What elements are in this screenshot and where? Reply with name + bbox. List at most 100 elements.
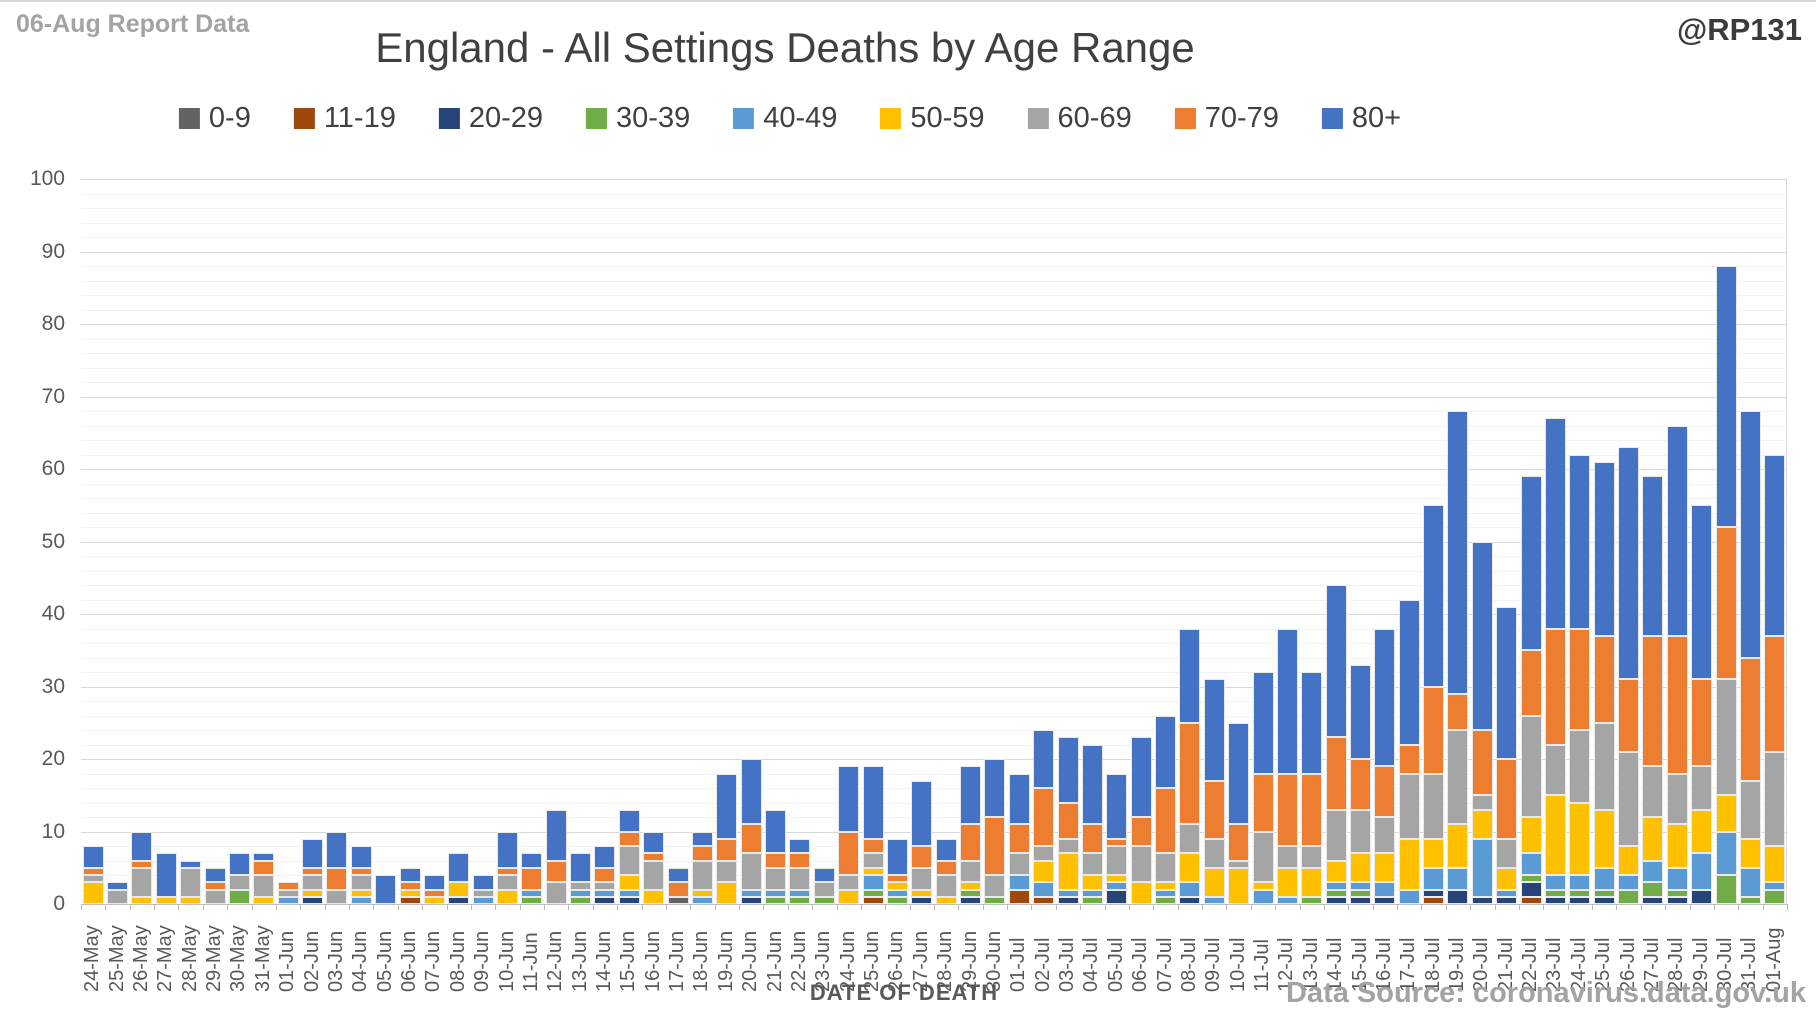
- bar-segment-25-Jul-40-49: [1594, 867, 1615, 890]
- bar-segment-06-Jun-80+: [400, 867, 421, 883]
- bar-segment-03-Jul-50-59: [1058, 853, 1079, 890]
- bar-segment-27-Jul-40-49: [1642, 860, 1663, 883]
- minor-gridline-42: [81, 599, 1787, 601]
- x-axis-tickmark: [1275, 904, 1276, 910]
- minor-gridline-92: [81, 237, 1787, 238]
- bar-segment-09-Jun-80+: [473, 875, 494, 890]
- bar-segment-23-Jun-60-69: [814, 882, 835, 897]
- minor-gridline-54: [81, 512, 1787, 514]
- bar-segment-01-Aug-50-59: [1764, 846, 1785, 883]
- bar-segment-29-Jun-50-59: [960, 882, 981, 890]
- x-axis-tickmark: [910, 904, 911, 910]
- bar-segment-23-Jul-60-69: [1545, 744, 1566, 796]
- minor-gridline-66: [81, 425, 1787, 427]
- x-axis-label-27-May: 27-May: [154, 925, 177, 992]
- minor-gridline-26: [81, 715, 1787, 717]
- bar-segment-25-May-60-69: [107, 889, 128, 904]
- bar-segment-10-Jun-60-69: [497, 875, 518, 890]
- minor-gridline-58: [81, 483, 1787, 485]
- bar-segment-20-Jun-60-69: [741, 853, 762, 890]
- x-axis-label-03-Jun: 03-Jun: [324, 930, 347, 992]
- bar-segment-25-Jun-70-79: [863, 838, 884, 854]
- minor-gridline-68: [81, 411, 1787, 412]
- bar-segment-23-Jun-80+: [814, 867, 835, 883]
- bar-segment-02-Jun-70-79: [302, 867, 323, 875]
- legend-swatch-icon: [1174, 108, 1196, 129]
- bar-segment-10-Jun-80+: [497, 831, 518, 868]
- bar-segment-31-Jul-70-79: [1740, 657, 1761, 781]
- bar-segment-21-Jul-20-29: [1496, 896, 1517, 904]
- bar-segment-22-Jun-60-69: [789, 867, 810, 890]
- x-axis-label-01-Jul: 01-Jul: [1007, 937, 1030, 992]
- x-axis-tickmark: [1641, 904, 1642, 910]
- bar-segment-23-Jul-20-29: [1545, 896, 1566, 904]
- minor-gridline-36: [81, 643, 1787, 644]
- minor-gridline-62: [81, 454, 1787, 456]
- x-axis-tickmark: [373, 904, 374, 910]
- minor-gridline-2: [81, 889, 1787, 891]
- bar-segment-05-Jul-20-29: [1106, 889, 1127, 904]
- bar-segment-23-Jul-50-59: [1545, 795, 1566, 875]
- y-axis-label-10: 10: [41, 819, 65, 843]
- minor-gridline-46: [81, 570, 1787, 572]
- bar-segment-03-Jun-60-69: [326, 889, 347, 904]
- x-axis-tickmark: [934, 904, 935, 910]
- x-axis-label-09-Jun: 09-Jun: [471, 930, 494, 992]
- bar-segment-02-Jul-50-59: [1033, 860, 1054, 883]
- bar-segment-01-Jul-60-69: [1009, 853, 1030, 875]
- minor-gridline-28: [81, 701, 1787, 702]
- bar-segment-04-Jul-80+: [1082, 744, 1103, 825]
- x-axis-tickmark: [1226, 904, 1227, 910]
- bar-segment-24-Jul-20-29: [1569, 896, 1590, 904]
- bar-segment-20-Jun-70-79: [741, 824, 762, 854]
- bar-segment-31-Jul-60-69: [1740, 780, 1761, 839]
- chart-legend: 0-9 11-19 20-29 30-39 40-49 50-59 60-69 70-79 80…: [178, 102, 1401, 135]
- bar-segment-20-Jun-20-29: [741, 896, 762, 904]
- bar-segment-31-Jul-40-49: [1740, 867, 1761, 897]
- x-axis-tickmark: [1397, 904, 1398, 910]
- bar-segment-09-Jul-80+: [1204, 679, 1225, 781]
- bar-segment-12-Jul-40-49: [1277, 896, 1298, 904]
- bar-segment-29-Jul-50-59: [1691, 809, 1712, 854]
- minor-gridline-12: [81, 817, 1787, 818]
- bar-segment-05-Jul-50-59: [1106, 875, 1127, 883]
- bar-segment-06-Jun-70-79: [400, 882, 421, 890]
- legend-item-30-39: 30-39: [586, 102, 690, 135]
- bar-segment-14-Jul-50-59: [1326, 860, 1347, 883]
- bar-segment-12-Jun-70-79: [546, 860, 567, 883]
- legend-swatch-icon: [880, 108, 902, 129]
- bar-segment-29-Jun-60-69: [960, 860, 981, 883]
- bar-segment-26-Jun-70-79: [887, 875, 908, 883]
- bar-segment-27-Jun-70-79: [911, 846, 932, 868]
- bar-segment-04-Jul-70-79: [1082, 824, 1103, 854]
- bar-segment-07-Jul-80+: [1155, 715, 1176, 788]
- minor-gridline-94: [81, 222, 1787, 224]
- bar-segment-08-Jul-80+: [1179, 628, 1200, 723]
- major-gridline-60: [81, 469, 1787, 470]
- x-axis-tickmark: [349, 904, 350, 910]
- bar-segment-14-Jun-60-69: [594, 882, 615, 890]
- x-axis-tickmark: [715, 904, 716, 910]
- x-axis-tickmark: [1056, 904, 1057, 910]
- bar-segment-16-Jul-50-59: [1374, 853, 1395, 883]
- bar-segment-30-May-80+: [229, 853, 250, 875]
- bar-segment-20-Jul-40-49: [1472, 838, 1493, 897]
- bar-segment-08-Jul-50-59: [1179, 853, 1200, 883]
- x-axis-label-04-Jul: 04-Jul: [1080, 937, 1103, 992]
- legend-item-80+: 80+: [1321, 102, 1401, 135]
- bar-segment-17-Jun-80+: [668, 867, 689, 883]
- bar-segment-28-Jul-50-59: [1667, 824, 1688, 868]
- bar-segment-07-Jun-50-59: [424, 896, 445, 904]
- bar-segment-31-Jul-80+: [1740, 411, 1761, 658]
- y-axis-label-60: 60: [41, 457, 65, 480]
- x-axis-tickmark: [203, 904, 204, 910]
- bar-segment-10-Jul-80+: [1228, 722, 1249, 825]
- plot-area: [81, 179, 1787, 905]
- x-axis-tickmark: [252, 904, 253, 910]
- bar-segment-02-Jul-80+: [1033, 730, 1054, 788]
- bar-segment-29-Jun-20-29: [960, 896, 981, 904]
- bar-segment-01-Jun-40-49: [278, 896, 299, 904]
- bar-segment-22-Jul-80+: [1521, 476, 1542, 651]
- bar-segment-03-Jul-80+: [1058, 737, 1079, 803]
- x-axis-label-28-May: 28-May: [178, 925, 201, 992]
